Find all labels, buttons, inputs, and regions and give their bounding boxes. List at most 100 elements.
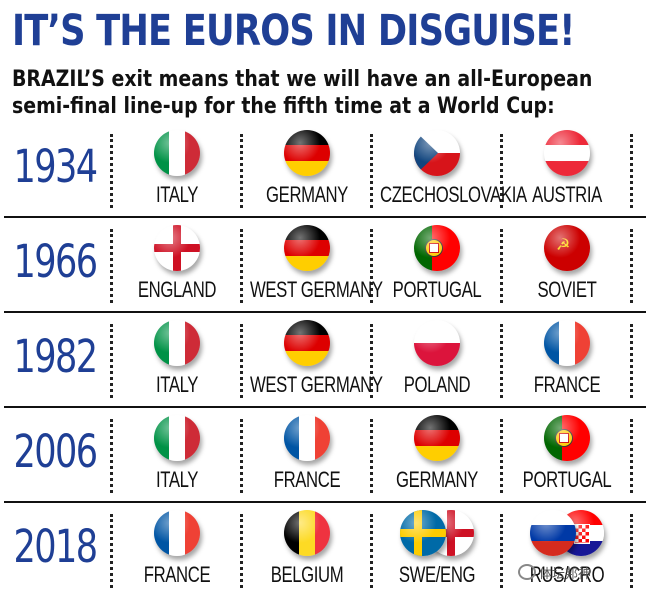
belgium-flag-icon <box>284 510 330 556</box>
year-label: 2018 <box>13 520 98 573</box>
team-name: POLAND <box>403 372 471 397</box>
dotted-divider <box>370 324 373 398</box>
team-cell: WEST GERMANY <box>242 312 383 407</box>
dotted-divider <box>500 134 503 208</box>
dotted-divider <box>630 514 633 588</box>
dotted-divider <box>370 134 373 208</box>
subtitle: BRAZIL’S exit means that we will have an… <box>12 66 593 120</box>
england-flag-icon <box>154 225 200 271</box>
team-name: PORTUGAL <box>522 467 612 492</box>
team-name: RUS/CRO <box>529 562 605 587</box>
subtitle-line: BRAZIL’S exit means that we will have an… <box>12 67 593 92</box>
team-cell: RUS/CRO <box>502 502 632 597</box>
team-name: PORTUGAL <box>392 277 482 302</box>
team-name: GERMANY <box>396 467 478 492</box>
team-name: BELGIUM <box>270 562 344 587</box>
dotted-divider <box>630 134 633 208</box>
team-cell: CZECHOSLOVAKIA <box>372 122 527 217</box>
team-cell: SWE/ENG <box>372 502 502 597</box>
team-name: ITALY <box>155 467 199 492</box>
sweden-england-flags-icon <box>400 510 474 556</box>
dotted-divider <box>500 324 503 398</box>
dotted-divider <box>110 324 113 398</box>
germany-flag-icon <box>414 415 460 461</box>
team-cell: PORTUGAL <box>372 217 502 312</box>
czechoslovakia-flag-icon <box>414 130 460 176</box>
team-cell: BELGIUM <box>242 502 372 597</box>
year-row: 1934 ITALY GERMANY CZECHOSLOVAKIA AUSTRIA <box>0 122 650 218</box>
team-name: GERMANY <box>266 182 348 207</box>
italy-flag-icon <box>154 320 200 366</box>
dotted-divider <box>630 419 633 493</box>
row-divider <box>4 311 646 313</box>
team-cell: FRANCE <box>242 407 372 502</box>
france-flag-icon <box>284 415 330 461</box>
team-name: ITALY <box>155 372 199 397</box>
soviet-flag-icon: ☭ <box>544 225 590 271</box>
france-flag-icon <box>154 510 200 556</box>
dotted-divider <box>110 229 113 303</box>
italy-flag-icon <box>154 415 200 461</box>
row-divider <box>4 501 646 503</box>
germany-flag-icon <box>284 130 330 176</box>
portugal-flag-icon <box>544 415 590 461</box>
dotted-divider <box>110 419 113 493</box>
dotted-divider <box>110 514 113 588</box>
team-name: FRANCE <box>273 467 341 492</box>
team-cell: FRANCE <box>112 502 242 597</box>
year-row: 2018 FRANCE BELGIUM SWE/ENG RUS/CRO <box>0 502 650 597</box>
year-row: 2006 ITALY FRANCE GERMANY PORTUGAL <box>0 407 650 503</box>
dotted-divider <box>240 229 243 303</box>
team-name: WEST GERMANY <box>250 277 383 302</box>
year-label: 2006 <box>13 425 98 478</box>
year-label: 1966 <box>13 235 98 288</box>
team-name: ENGLAND <box>137 277 217 302</box>
team-cell: FRANCE <box>502 312 632 407</box>
team-cell: ITALY <box>112 122 242 217</box>
dotted-divider <box>240 514 243 588</box>
team-name: SWE/ENG <box>398 562 476 587</box>
austria-flag-icon <box>544 130 590 176</box>
dotted-divider <box>240 134 243 208</box>
russia-croatia-flags-icon <box>530 510 604 556</box>
west-germany-flag-icon <box>284 320 330 366</box>
watermark-text: 体坛邦神 <box>539 567 592 582</box>
dotted-divider <box>110 134 113 208</box>
year-row: 1966 ENGLAND WEST GERMANY PORTUGAL ☭ SOVIET <box>0 217 650 313</box>
year-label: 1982 <box>13 330 98 383</box>
team-cell: WEST GERMANY <box>242 217 383 312</box>
team-name: AUSTRIA <box>532 182 602 207</box>
dotted-divider <box>500 514 503 588</box>
dotted-divider <box>370 419 373 493</box>
west-germany-flag-icon <box>284 225 330 271</box>
subtitle-line: semi-final line-up for the fifth time at… <box>12 94 555 119</box>
watermark: 体坛邦神 <box>518 563 644 585</box>
team-name: FRANCE <box>533 372 601 397</box>
team-name: WEST GERMANY <box>250 372 383 397</box>
team-cell: ENGLAND <box>112 217 242 312</box>
france-flag-icon <box>544 320 590 366</box>
team-name: CZECHOSLOVAKIA <box>380 182 527 207</box>
team-cell: ☭ SOVIET <box>502 217 632 312</box>
team-name: FRANCE <box>143 562 211 587</box>
poland-flag-icon <box>414 320 460 366</box>
italy-flag-icon <box>154 130 200 176</box>
year-label: 1934 <box>13 140 98 193</box>
dotted-divider <box>370 229 373 303</box>
portugal-flag-icon <box>414 225 460 271</box>
sweden-flag-icon <box>400 510 446 556</box>
team-name: ITALY <box>155 182 199 207</box>
dotted-divider <box>500 229 503 303</box>
team-name: SOVIET <box>537 277 597 302</box>
dotted-divider <box>240 419 243 493</box>
row-divider <box>4 406 646 408</box>
team-cell: POLAND <box>372 312 502 407</box>
team-cell: AUSTRIA <box>502 122 632 217</box>
dotted-divider <box>630 324 633 398</box>
dotted-divider <box>630 229 633 303</box>
team-cell: ITALY <box>112 312 242 407</box>
page-title: IT’S THE EUROS IN DISGUISE! <box>12 6 575 56</box>
team-cell: PORTUGAL <box>502 407 632 502</box>
wechat-icon <box>518 564 536 580</box>
year-row: 1982 ITALY WEST GERMANY POLAND FRANCE <box>0 312 650 408</box>
